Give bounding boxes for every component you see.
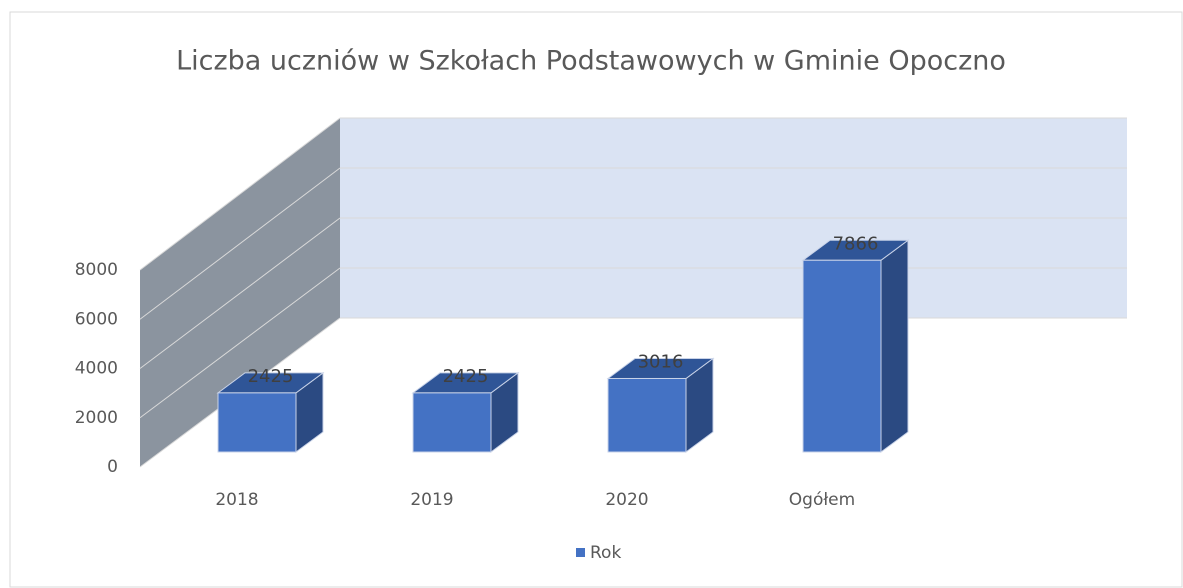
y-tick-label: 2000 [75,408,118,428]
chart-title: Liczba uczniów w Szkołach Podstawowych w… [176,46,1006,77]
legend-label: Rok [590,543,621,563]
bar-side [880,239,909,453]
bar [802,259,882,453]
y-tick-label: 4000 [75,359,118,379]
y-tick-label: 8000 [75,260,118,280]
grid-line [139,167,341,320]
legend-swatch [576,548,585,557]
value-label: 2425 [443,366,489,387]
y-tick-label: 0 [107,457,118,477]
y-tick-label: 6000 [75,309,118,329]
value-label: 2425 [248,366,294,387]
value-label: 3016 [638,351,684,372]
grid-line [139,217,341,369]
bar [217,392,297,453]
grid-line [139,267,341,419]
grid-line [139,117,341,271]
bar [607,377,687,453]
x-tick-label: Ogółem [789,490,855,510]
value-label: 7866 [833,233,879,254]
x-tick-label: 2019 [410,490,453,510]
bar [412,392,492,453]
x-tick-label: 2018 [215,490,258,510]
x-tick-label: 2020 [605,490,648,510]
